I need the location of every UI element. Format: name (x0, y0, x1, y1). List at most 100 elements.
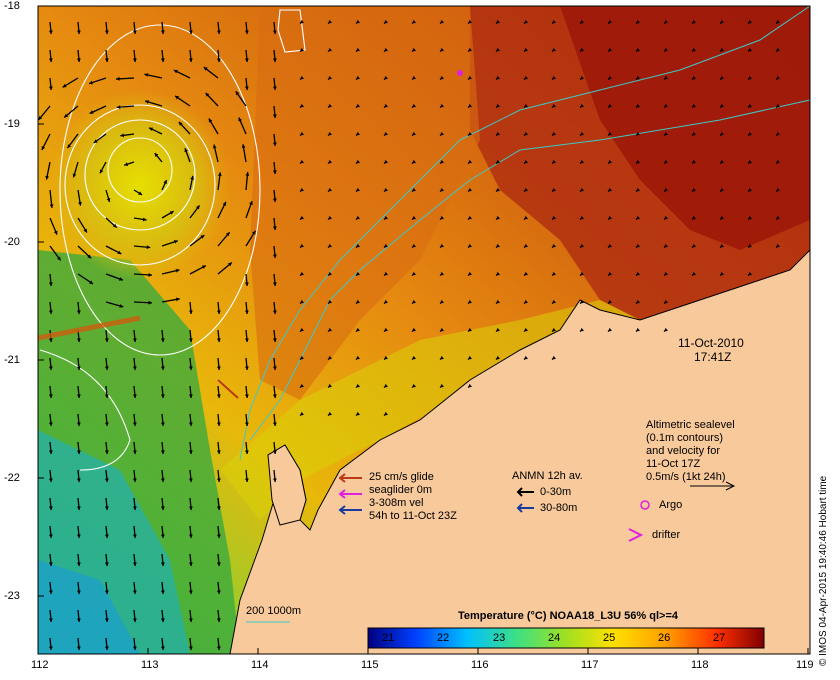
velocity-arrowhead (580, 215, 584, 220)
lat-tick: -18 (4, 0, 20, 12)
velocity-arrowhead (272, 58, 277, 62)
velocity-arrowhead (384, 243, 388, 248)
land-cape (267, 444, 307, 526)
velocity-arrowhead (212, 144, 217, 149)
velocity-arrowhead (249, 201, 253, 206)
velocity-arrowhead (173, 240, 178, 244)
velocity-arrowhead (132, 30, 137, 34)
velocity-arrowhead (748, 215, 752, 220)
velocity-arrowhead (48, 282, 53, 286)
velocity-arrowhead (188, 590, 193, 594)
velocity-arrowhead (440, 299, 444, 304)
velocity-arrowhead (200, 235, 205, 239)
velocity-arrowhead (580, 271, 584, 276)
altimetry-note-line: 0.5m/s (1kt 24h) (646, 471, 726, 483)
velocity-arrowhead (216, 590, 221, 594)
velocity-arrowhead (440, 131, 444, 136)
velocity-arrowhead (608, 47, 612, 52)
velocity-arrowhead (146, 245, 151, 250)
velocity-arrowhead (580, 47, 584, 52)
glider-track (217, 379, 239, 399)
velocity-arrowhead (468, 103, 472, 108)
velocity-arrowhead (216, 534, 221, 538)
velocity-arrowhead (76, 618, 81, 622)
velocity-arrowhead (496, 187, 500, 192)
velocity-arrowhead (328, 243, 332, 248)
colorbar-tick: 22 (437, 632, 450, 644)
velocity-arrowhead (468, 75, 472, 80)
velocity-arrowhead (608, 271, 612, 276)
velocity-arrowhead (76, 506, 81, 510)
velocity-arrowhead (524, 271, 528, 276)
velocity-arrowhead (300, 383, 304, 388)
velocity-arrowhead (496, 159, 500, 164)
velocity-arrowhead (412, 19, 416, 24)
velocity-arrowhead (188, 338, 193, 342)
velocity-arrowhead (440, 187, 444, 192)
velocity-arrowhead (83, 228, 87, 233)
velocity-arrowhead (216, 646, 221, 650)
velocity-arrowhead (468, 19, 472, 24)
velocity-arrowhead (87, 254, 92, 259)
velocity-arrowhead (76, 58, 81, 62)
velocity-arrowhead (664, 215, 668, 220)
velocity-arrowhead (132, 394, 137, 398)
velocity-arrowhead (272, 254, 277, 258)
velocity-arrowhead (203, 67, 208, 71)
scale-arrow (690, 481, 736, 491)
velocity-arrowhead (188, 646, 193, 650)
velocity-arrowhead (552, 355, 556, 360)
velocity-arrowhead (188, 562, 193, 566)
velocity-arrowhead (356, 159, 360, 164)
velocity-arrowhead (468, 215, 472, 220)
velocity-arrowhead (636, 159, 640, 164)
velocity-arrowhead (580, 159, 584, 164)
velocity-arrowhead (120, 133, 125, 138)
velocity-arrowhead (244, 450, 249, 454)
velocity-arrowhead (76, 590, 81, 594)
velocity-arrowhead (440, 103, 444, 108)
velocity-arrowhead (524, 159, 528, 164)
velocity-arrowhead (608, 103, 612, 108)
velocity-arrowhead (208, 118, 213, 123)
velocity-arrowhead (175, 297, 180, 302)
glider-legend-line: 54h to 11-Oct 23Z (369, 510, 457, 522)
velocity-arrowhead (636, 215, 640, 220)
velocity-arrowhead (201, 265, 206, 269)
velocity-arrowhead (300, 355, 304, 360)
velocity-arrowhead (384, 215, 388, 220)
velocity-arrowhead (412, 131, 416, 136)
velocity-arrowhead (132, 534, 137, 538)
velocity-arrowhead (664, 299, 668, 304)
velocity-arrowhead (117, 250, 122, 255)
lon-tick: 117 (581, 659, 599, 671)
velocity-arrowhead (468, 271, 472, 276)
lon-tick: 114 (251, 659, 269, 671)
velocity-arrowhead (300, 299, 304, 304)
velocity-arrowhead (636, 47, 640, 52)
velocity-arrowhead (49, 204, 54, 208)
velocity-arrowhead (328, 75, 332, 80)
velocity-arrowhead (76, 30, 81, 34)
velocity-arrowhead (328, 159, 332, 164)
velocity-arrowhead (300, 103, 304, 108)
velocity-arrowhead (384, 159, 388, 164)
velocity-arrowhead (235, 91, 240, 96)
velocity-arrowhead (241, 144, 246, 149)
velocity-arrowhead (468, 47, 472, 52)
velocity-arrowhead (188, 366, 193, 370)
velocity-arrowhead (238, 117, 242, 122)
velocity-arrowhead (356, 243, 360, 248)
velocity-arrowhead (776, 19, 780, 24)
velocity-arrowhead (272, 422, 277, 426)
velocity-arrowhead (216, 562, 221, 566)
velocity-arrowhead (468, 243, 472, 248)
velocity-arrowhead (384, 187, 388, 192)
velocity-arrowhead (776, 75, 780, 80)
velocity-arrowhead (664, 187, 668, 192)
velocity-arrowhead (496, 75, 500, 80)
velocity-arrowhead (384, 299, 388, 304)
velocity-arrowhead (62, 83, 67, 88)
velocity-arrowhead (384, 327, 388, 332)
